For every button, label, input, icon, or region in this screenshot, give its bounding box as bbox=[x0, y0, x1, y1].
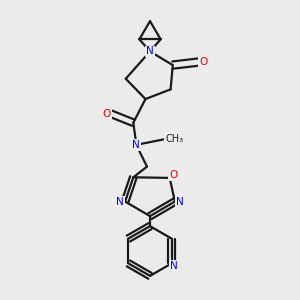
Text: O: O bbox=[199, 57, 207, 67]
Text: N: N bbox=[176, 196, 184, 207]
Text: CH₃: CH₃ bbox=[165, 134, 183, 144]
Text: N: N bbox=[170, 261, 178, 271]
Text: N: N bbox=[146, 46, 154, 56]
Text: O: O bbox=[103, 109, 111, 118]
Text: N: N bbox=[133, 140, 140, 150]
Text: O: O bbox=[169, 170, 178, 181]
Text: N: N bbox=[116, 196, 124, 207]
